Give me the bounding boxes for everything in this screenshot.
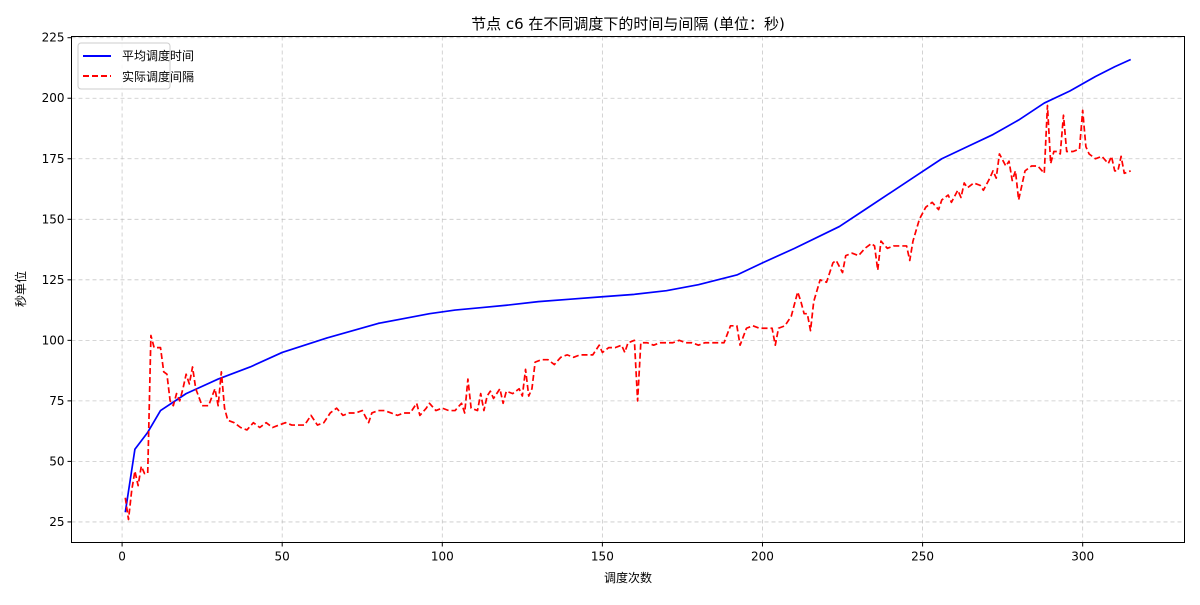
grid [71,36,1185,543]
legend-label-series-2: 实际调度间隔 [122,69,194,84]
y-tick-label: 175 [42,152,65,166]
y-axis-label: 秒单位 [13,271,28,307]
y-tick-label: 150 [42,212,65,226]
series-line-1 [124,58,1132,513]
y-tick-label: 125 [42,273,65,287]
x-axis-label: 调度次数 [604,570,652,585]
plot-frame [71,36,1185,543]
legend-label-series-1: 平均调度时间 [122,48,194,63]
series-line-2 [124,104,1132,521]
legend: 平均调度时间 实际调度间隔 [77,42,194,90]
legend-box [77,42,171,90]
series-group [124,58,1132,521]
x-tick-label: 150 [591,550,614,564]
x-tick-label: 250 [911,550,934,564]
x-tick-label: 100 [431,550,454,564]
chart-title: 节点 c6 在不同调度下的时间与间隔 (单位：秒) [471,15,785,33]
y-tick-label: 50 [49,454,64,468]
x-tick-label: 200 [751,550,774,564]
y-tick-label: 100 [42,333,65,347]
x-tick-label: 50 [275,550,290,564]
y-tick-label: 225 [42,31,65,45]
x-tick-label: 0 [118,550,126,564]
y-tick-label: 200 [42,91,65,105]
axis-ticks: 0 50 100 150 200 250 300 25 50 75 100 125 150 175 200 2… [42,31,1095,564]
y-tick-label: 75 [49,394,64,408]
y-tick-label: 25 [49,515,64,529]
x-tick-label: 300 [1071,550,1094,564]
